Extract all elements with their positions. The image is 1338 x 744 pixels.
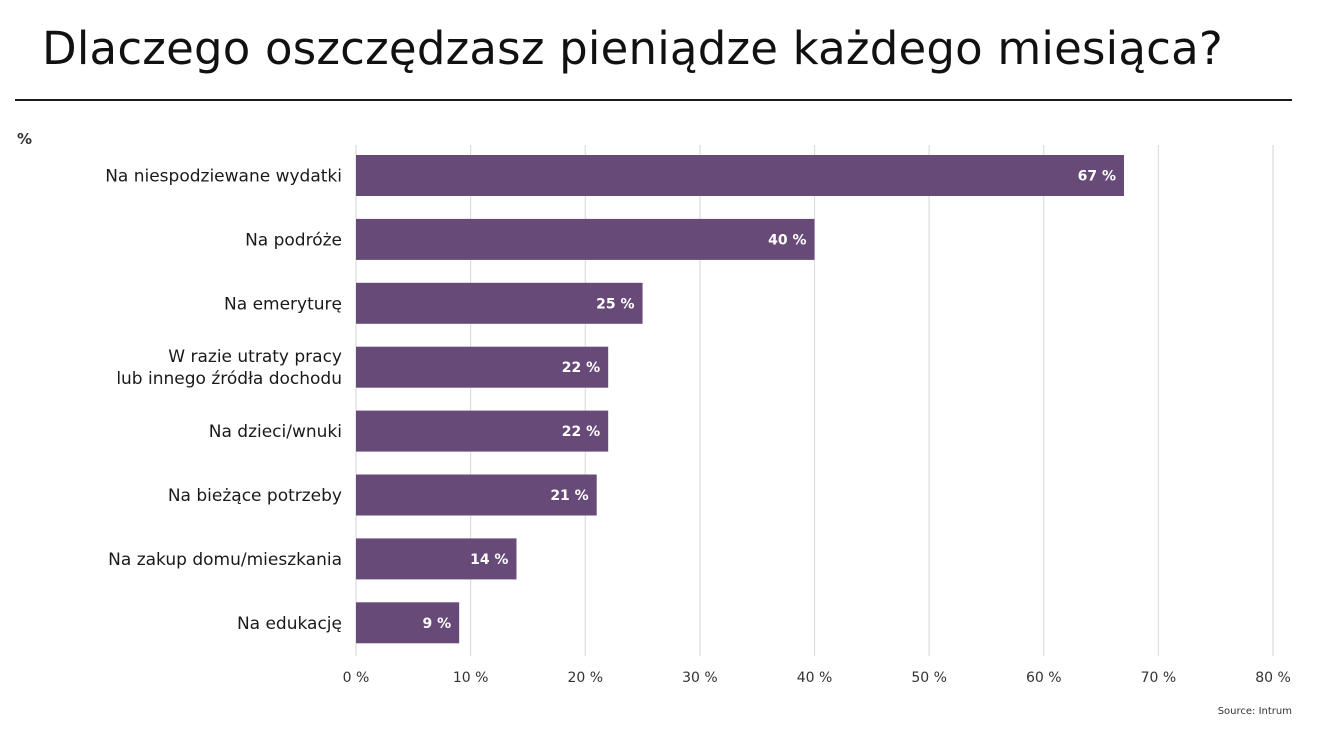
- bar: [356, 410, 609, 452]
- x-tick-label: 30 %: [682, 670, 718, 686]
- x-tick-label: 70 %: [1141, 670, 1177, 686]
- bar-value-label: 67 %: [1078, 169, 1116, 185]
- bar-value-label: 22 %: [562, 424, 600, 440]
- bar: [356, 155, 1124, 196]
- x-tick-label: 0 %: [343, 670, 370, 686]
- bar-value-label: 22 %: [562, 360, 600, 376]
- category-labels: Na niespodziewane wydatki Na podróże Na em…: [105, 167, 342, 634]
- bar: [356, 218, 815, 260]
- category-label: Na bieżące potrzeby: [168, 486, 342, 506]
- category-label: Na edukację: [237, 614, 342, 634]
- category-label: Na niespodziewane wydatki: [105, 167, 342, 187]
- bar-value-label: 14 %: [470, 552, 508, 568]
- bar-value-label: 9 %: [423, 616, 452, 632]
- x-tick-label: 10 %: [453, 670, 489, 686]
- bar: [356, 282, 643, 324]
- category-label: Na emeryturę: [224, 294, 342, 314]
- page-title: Dlaczego oszczędzasz pieniądze każdego m…: [42, 22, 1223, 75]
- category-label: Na podróże: [245, 230, 342, 250]
- bar-value-label: 21 %: [550, 488, 588, 504]
- bar: [356, 602, 460, 644]
- bar: [356, 538, 517, 580]
- bar-value-label: 25 %: [596, 296, 634, 312]
- x-tick-label: 60 %: [1026, 670, 1062, 686]
- x-axis-ticks: 0 % 10 % 20 % 30 % 40 % 50 % 60 % 70 % 80 %: [343, 670, 1291, 686]
- category-label: W razie utraty pracy lub innego źródła do…: [116, 347, 342, 389]
- x-tick-label: 80 %: [1255, 670, 1291, 686]
- source-note: Source: Intrum: [1217, 706, 1292, 717]
- category-label: Na dzieci/wnuki: [209, 422, 342, 442]
- bar: [356, 346, 609, 388]
- title-divider: [15, 99, 1292, 101]
- x-tick-label: 20 %: [567, 670, 603, 686]
- x-tick-label: 40 %: [797, 670, 833, 686]
- x-tick-label: 50 %: [911, 670, 947, 686]
- bar: [356, 474, 597, 516]
- category-label: Na zakup domu/mieszkania: [108, 550, 342, 570]
- bars: 67 % 40 % 25 % 22 % 22 % 21 % 14 % 9 %: [356, 155, 1124, 644]
- bar-value-label: 40 %: [768, 232, 806, 248]
- unit-label: %: [17, 130, 33, 148]
